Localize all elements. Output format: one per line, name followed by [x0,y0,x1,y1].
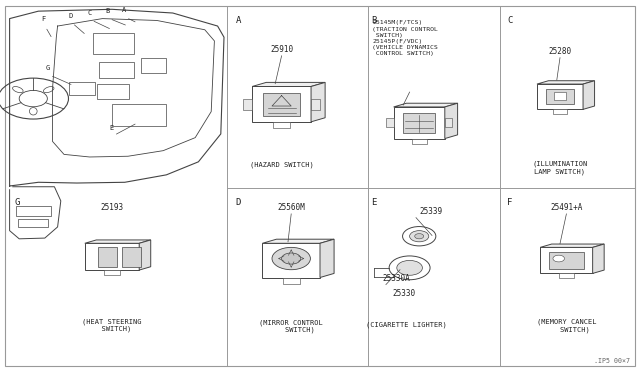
Polygon shape [445,118,452,127]
Text: B: B [371,16,376,25]
Text: (MIRROR CONTROL
    SWITCH): (MIRROR CONTROL SWITCH) [259,319,323,333]
Polygon shape [311,99,320,110]
Polygon shape [403,112,435,133]
Text: 25330A: 25330A [383,274,410,283]
Circle shape [282,253,301,264]
Text: 25910: 25910 [270,45,293,54]
Text: C: C [507,16,512,25]
Polygon shape [311,83,325,122]
Ellipse shape [44,87,54,93]
Polygon shape [84,240,151,243]
Text: F: F [507,198,512,207]
Polygon shape [263,93,300,116]
Polygon shape [69,82,95,95]
Polygon shape [98,247,117,267]
Ellipse shape [13,87,23,93]
Text: A: A [236,16,241,25]
Polygon shape [112,104,166,126]
Text: E: E [110,125,114,131]
Polygon shape [445,103,458,138]
Text: 25193: 25193 [100,203,124,212]
Polygon shape [16,206,51,216]
Polygon shape [540,247,593,273]
Text: 25330: 25330 [392,289,415,298]
Circle shape [403,227,436,246]
Text: (HAZARD SWITCH): (HAZARD SWITCH) [250,162,314,168]
Text: D: D [68,13,72,19]
Text: A: A [122,7,126,13]
Polygon shape [593,244,604,273]
Polygon shape [141,58,166,73]
Polygon shape [559,273,574,278]
Circle shape [415,234,424,239]
Polygon shape [412,138,427,144]
Circle shape [389,256,430,280]
Polygon shape [549,252,584,269]
Text: C: C [88,10,92,16]
Polygon shape [537,84,583,109]
Circle shape [410,231,429,242]
Text: (CIGARETTE LIGHTER): (CIGARETTE LIGHTER) [366,321,447,327]
Text: D: D [236,198,241,207]
Text: (ILLUMINATION
LAMP SWITCH): (ILLUMINATION LAMP SWITCH) [532,161,588,175]
Text: (HEAT STEERING
  SWITCH): (HEAT STEERING SWITCH) [83,318,141,332]
Text: 25339: 25339 [419,207,442,216]
Text: E: E [371,198,376,207]
Text: 25145M(F/TCS)
(TRACTION CONTROL
 SWITCH)
25145P(F/VDC)
(VEHICLE DYNAMICS
 CONTRO: 25145M(F/TCS) (TRACTION CONTROL SWITCH) … [372,20,438,57]
Text: B: B [106,8,109,14]
Polygon shape [243,99,252,110]
Circle shape [272,247,310,270]
Polygon shape [583,81,595,109]
Polygon shape [553,109,567,114]
Polygon shape [537,81,595,84]
Polygon shape [93,33,134,54]
Text: F: F [42,16,45,22]
Polygon shape [262,239,334,243]
Circle shape [397,260,422,275]
Polygon shape [104,270,120,275]
Polygon shape [283,278,300,284]
Polygon shape [394,107,445,138]
Polygon shape [252,86,311,122]
Polygon shape [18,219,48,227]
Polygon shape [394,103,458,107]
Polygon shape [140,240,151,270]
Text: 25280: 25280 [548,47,572,56]
Text: 25560M: 25560M [277,203,305,212]
Text: 25491+A: 25491+A [550,203,582,212]
Text: G: G [46,65,50,71]
Polygon shape [386,118,394,127]
Text: (MEMORY CANCEL
    SWITCH): (MEMORY CANCEL SWITCH) [537,319,596,333]
Polygon shape [84,243,140,270]
Ellipse shape [29,108,37,115]
Polygon shape [97,84,129,99]
Circle shape [553,255,564,262]
Polygon shape [122,247,141,267]
Polygon shape [262,243,320,278]
Polygon shape [554,92,566,100]
Text: .IP5 00×7: .IP5 00×7 [595,358,630,364]
Polygon shape [320,239,334,278]
Polygon shape [273,122,291,128]
Text: G: G [14,198,19,207]
Polygon shape [99,62,134,78]
Polygon shape [540,244,604,247]
Polygon shape [546,89,574,104]
Polygon shape [252,83,325,86]
